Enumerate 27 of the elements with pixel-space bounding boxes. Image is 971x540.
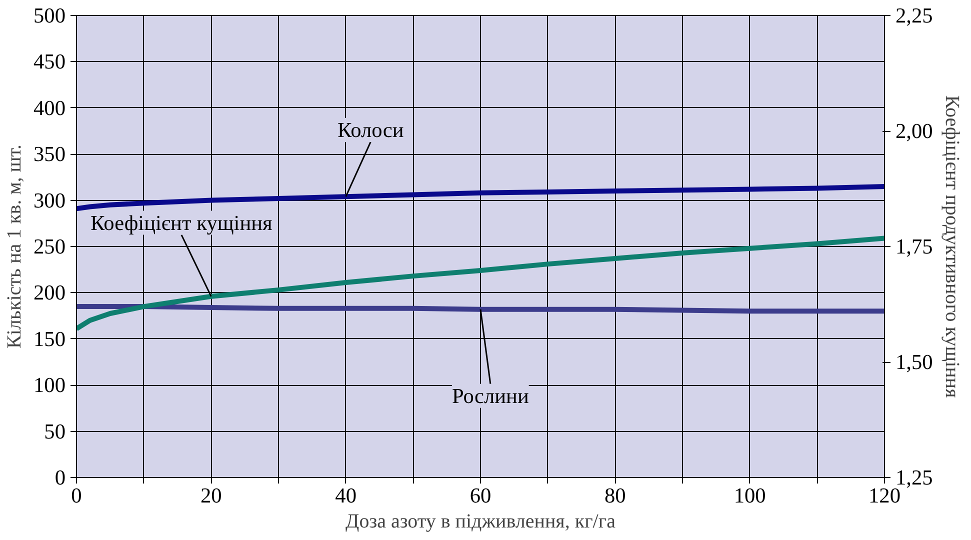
x-axis-title: Доза азоту в підживлення, кг/га xyxy=(346,510,616,532)
y-tick-label: 350 xyxy=(34,142,66,166)
y2-tick-label: 2,25 xyxy=(896,4,933,28)
y2-axis-title: Коефіцієнт продуктивного кущіння xyxy=(940,95,963,398)
y2-tick-label: 2,00 xyxy=(896,119,933,143)
y-tick-label: 300 xyxy=(34,188,66,212)
x-tick-label: 80 xyxy=(604,484,626,508)
y-tick-label: 100 xyxy=(34,373,66,398)
y-tick-label: 500 xyxy=(34,4,66,28)
y-tick-label: 0 xyxy=(54,466,66,490)
text: Коефіцієнт кущіння xyxy=(90,210,273,235)
x-tick-label: 60 xyxy=(470,484,492,508)
y2-tick-label: 1,75 xyxy=(896,234,933,258)
text: Колоси xyxy=(337,118,404,142)
y-tick-label: 200 xyxy=(34,280,66,305)
y-tick-label: 50 xyxy=(44,419,66,444)
y-tick-label: 400 xyxy=(34,96,66,120)
y2-tick-label: 1,50 xyxy=(896,350,933,374)
x-tick-label: 100 xyxy=(734,484,766,508)
y-tick-label: 250 xyxy=(34,234,66,258)
text: Рослини xyxy=(452,384,529,408)
x-tick-label: 40 xyxy=(335,484,356,508)
y-axis-title: Кількість на 1 кв. м, шт. xyxy=(4,144,26,349)
y-tick-label: 450 xyxy=(34,50,66,74)
y-tick-label: 150 xyxy=(34,326,66,351)
x-tick-label: 0 xyxy=(71,484,82,508)
x-tick-label: 20 xyxy=(200,484,222,508)
